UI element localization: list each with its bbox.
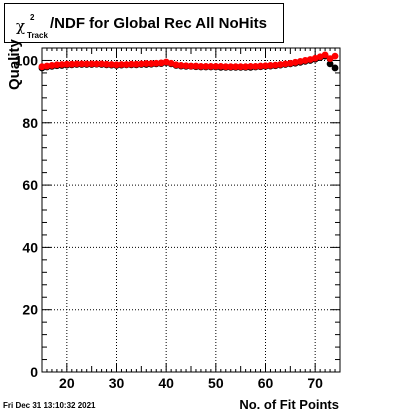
data-point bbox=[132, 60, 140, 68]
tick-labels: 20 30 40 50 60 70 0 20 40 60 80 100 bbox=[15, 52, 324, 391]
y-tick-label: 0 bbox=[30, 364, 38, 380]
x-tick-label: 70 bbox=[307, 375, 323, 391]
data-point bbox=[88, 60, 96, 68]
data-point bbox=[207, 62, 215, 70]
y-tick-label: 40 bbox=[22, 239, 38, 255]
data-point bbox=[202, 62, 210, 70]
data-point bbox=[83, 60, 91, 68]
data-point bbox=[217, 62, 225, 70]
data-point bbox=[43, 62, 51, 70]
data-point bbox=[232, 63, 240, 71]
data-point bbox=[142, 60, 150, 67]
data-point bbox=[93, 60, 101, 68]
data-point bbox=[113, 61, 120, 69]
data-point bbox=[38, 63, 46, 71]
x-tick-label: 20 bbox=[59, 375, 75, 391]
data-point bbox=[247, 62, 255, 70]
y-axis-label: Quality bbox=[6, 39, 23, 90]
data-point bbox=[331, 64, 339, 72]
chart-title-subscript: Track bbox=[27, 31, 48, 40]
data-point bbox=[53, 61, 61, 69]
y-tick-label: 20 bbox=[22, 302, 38, 318]
data-point bbox=[73, 60, 81, 68]
data-point bbox=[331, 52, 339, 60]
data-point bbox=[212, 62, 220, 70]
data-point bbox=[147, 60, 155, 67]
x-axis-label: No. of Fit Points bbox=[239, 397, 339, 412]
data-point bbox=[177, 62, 185, 69]
data-point bbox=[127, 60, 135, 68]
chart-title-superscript: 2 bbox=[30, 13, 35, 22]
data-point bbox=[123, 61, 130, 68]
x-tick-label: 50 bbox=[208, 375, 224, 391]
data-point bbox=[98, 60, 105, 68]
data-point bbox=[222, 63, 230, 71]
x-tick-label: 30 bbox=[109, 375, 125, 391]
x-tick-label: 40 bbox=[158, 375, 174, 391]
data-point bbox=[321, 51, 329, 59]
data-point bbox=[108, 61, 115, 68]
data-point bbox=[118, 61, 125, 68]
y-tick-label: 60 bbox=[22, 177, 38, 193]
y-tick-label: 100 bbox=[15, 52, 39, 68]
series-1 bbox=[38, 51, 339, 71]
y-tick-label: 80 bbox=[22, 115, 38, 131]
plot-frame bbox=[41, 47, 341, 373]
grid-lines bbox=[42, 48, 340, 373]
data-point bbox=[58, 61, 66, 68]
timestamp: Fri Dec 31 13:10:32 2021 bbox=[3, 401, 96, 410]
data-point bbox=[197, 62, 205, 70]
data-point bbox=[272, 61, 279, 69]
data-point bbox=[48, 62, 56, 69]
data-point bbox=[68, 60, 76, 68]
chart-title-symbol: χ bbox=[16, 17, 26, 35]
data-point bbox=[237, 63, 245, 71]
data-point bbox=[78, 60, 86, 68]
data-point bbox=[257, 62, 264, 70]
chart-title: /NDF for Global Rec All NoHits bbox=[50, 15, 267, 32]
data-point bbox=[326, 60, 334, 68]
data-point bbox=[281, 60, 289, 68]
data-point bbox=[182, 62, 190, 70]
data-point bbox=[252, 62, 259, 70]
x-tick-label: 60 bbox=[258, 375, 274, 391]
data-point bbox=[267, 62, 274, 69]
data-point bbox=[262, 62, 269, 70]
data-point bbox=[63, 60, 71, 68]
data-point bbox=[242, 63, 250, 71]
data-point bbox=[172, 61, 180, 69]
chart-title-box: χ 2 Track /NDF for Global Rec All NoHits bbox=[4, 3, 284, 43]
data-point bbox=[152, 59, 160, 67]
data-point bbox=[227, 63, 235, 71]
data-point bbox=[103, 60, 110, 68]
data-point bbox=[187, 62, 195, 70]
data-point bbox=[192, 62, 200, 70]
tick-marks bbox=[41, 47, 341, 373]
data-series bbox=[38, 51, 339, 72]
data-point bbox=[137, 60, 145, 68]
axes bbox=[41, 47, 341, 373]
data-point bbox=[277, 61, 284, 68]
